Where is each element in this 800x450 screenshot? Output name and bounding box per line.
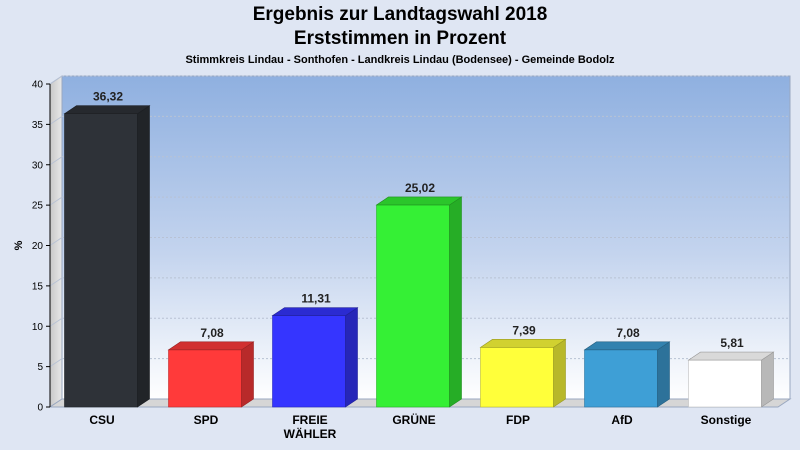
bar-top bbox=[271, 307, 359, 316]
x-tick-label: WÄHLER bbox=[284, 426, 337, 441]
gridline-side bbox=[49, 115, 63, 125]
bar-front bbox=[64, 113, 138, 408]
y-tick-label: 5 bbox=[37, 362, 43, 373]
gridline-side bbox=[49, 75, 63, 85]
bar-sonstige bbox=[687, 351, 775, 408]
bar-side bbox=[241, 341, 254, 408]
bar-spd bbox=[167, 341, 255, 408]
gridline-side bbox=[49, 196, 63, 206]
data-label: 7,39 bbox=[512, 323, 536, 337]
chart-title-line2: Erststimmen in Prozent bbox=[293, 28, 507, 49]
data-label: 7,08 bbox=[200, 326, 224, 340]
bar-fdp bbox=[479, 338, 567, 408]
gridline-side bbox=[49, 237, 63, 246]
x-tick-label: FREIE bbox=[292, 413, 327, 427]
chart-subtitle: Stimmkreis Lindau - Sonthofen - Landkrei… bbox=[185, 54, 615, 66]
data-label: 36,32 bbox=[93, 90, 123, 104]
gridline-side bbox=[49, 358, 63, 368]
y-tick-label: 15 bbox=[32, 281, 44, 292]
bar-side bbox=[553, 338, 566, 408]
gridline-side bbox=[49, 156, 63, 166]
bar-front bbox=[688, 359, 762, 408]
bar-side bbox=[345, 307, 358, 408]
bar-top bbox=[63, 105, 151, 115]
y-axis-label: % bbox=[13, 240, 25, 250]
y-tick-label: 35 bbox=[32, 120, 44, 131]
bar-csu bbox=[63, 105, 151, 408]
bar-afd bbox=[583, 341, 671, 408]
y-tick-label: 25 bbox=[32, 201, 44, 212]
bar-top bbox=[479, 339, 567, 348]
y-tick-label: 40 bbox=[32, 80, 44, 91]
bar-front bbox=[376, 204, 450, 408]
bar-front bbox=[272, 315, 346, 408]
x-tick-label: FDP bbox=[506, 413, 530, 427]
bar-side bbox=[657, 341, 670, 408]
data-label: 5,81 bbox=[720, 336, 744, 350]
bar-freie-wähler bbox=[271, 307, 359, 408]
y-tick-label: 30 bbox=[32, 160, 44, 171]
bar-side bbox=[449, 196, 462, 408]
bar-front bbox=[584, 349, 658, 408]
chart-title: Ergebnis zur Landtagswahl 2018 bbox=[252, 4, 548, 25]
bar-grüne bbox=[375, 196, 463, 408]
data-label: 11,31 bbox=[301, 292, 331, 306]
x-tick-label: SPD bbox=[194, 413, 219, 427]
bar-top bbox=[687, 351, 775, 361]
bar-front bbox=[168, 349, 242, 408]
gridline-side bbox=[49, 277, 63, 287]
x-tick-label: CSU bbox=[89, 413, 114, 427]
y-tick-label: 10 bbox=[32, 322, 44, 333]
bar-side bbox=[137, 105, 150, 408]
x-tick-label: GRÜNE bbox=[392, 412, 435, 427]
x-tick-label: AfD bbox=[611, 413, 633, 427]
data-label: 7,08 bbox=[616, 326, 640, 340]
bar-top bbox=[167, 341, 255, 351]
data-label: 25,02 bbox=[405, 181, 435, 195]
x-tick-label: Sonstige bbox=[701, 413, 752, 427]
bar-top bbox=[583, 341, 671, 351]
y-tick-label: 0 bbox=[37, 403, 43, 414]
bar-front bbox=[480, 347, 554, 408]
bar-side bbox=[761, 351, 774, 408]
gridline-side bbox=[49, 317, 63, 327]
y-tick-label: 20 bbox=[32, 241, 44, 252]
bar-top bbox=[375, 196, 463, 206]
